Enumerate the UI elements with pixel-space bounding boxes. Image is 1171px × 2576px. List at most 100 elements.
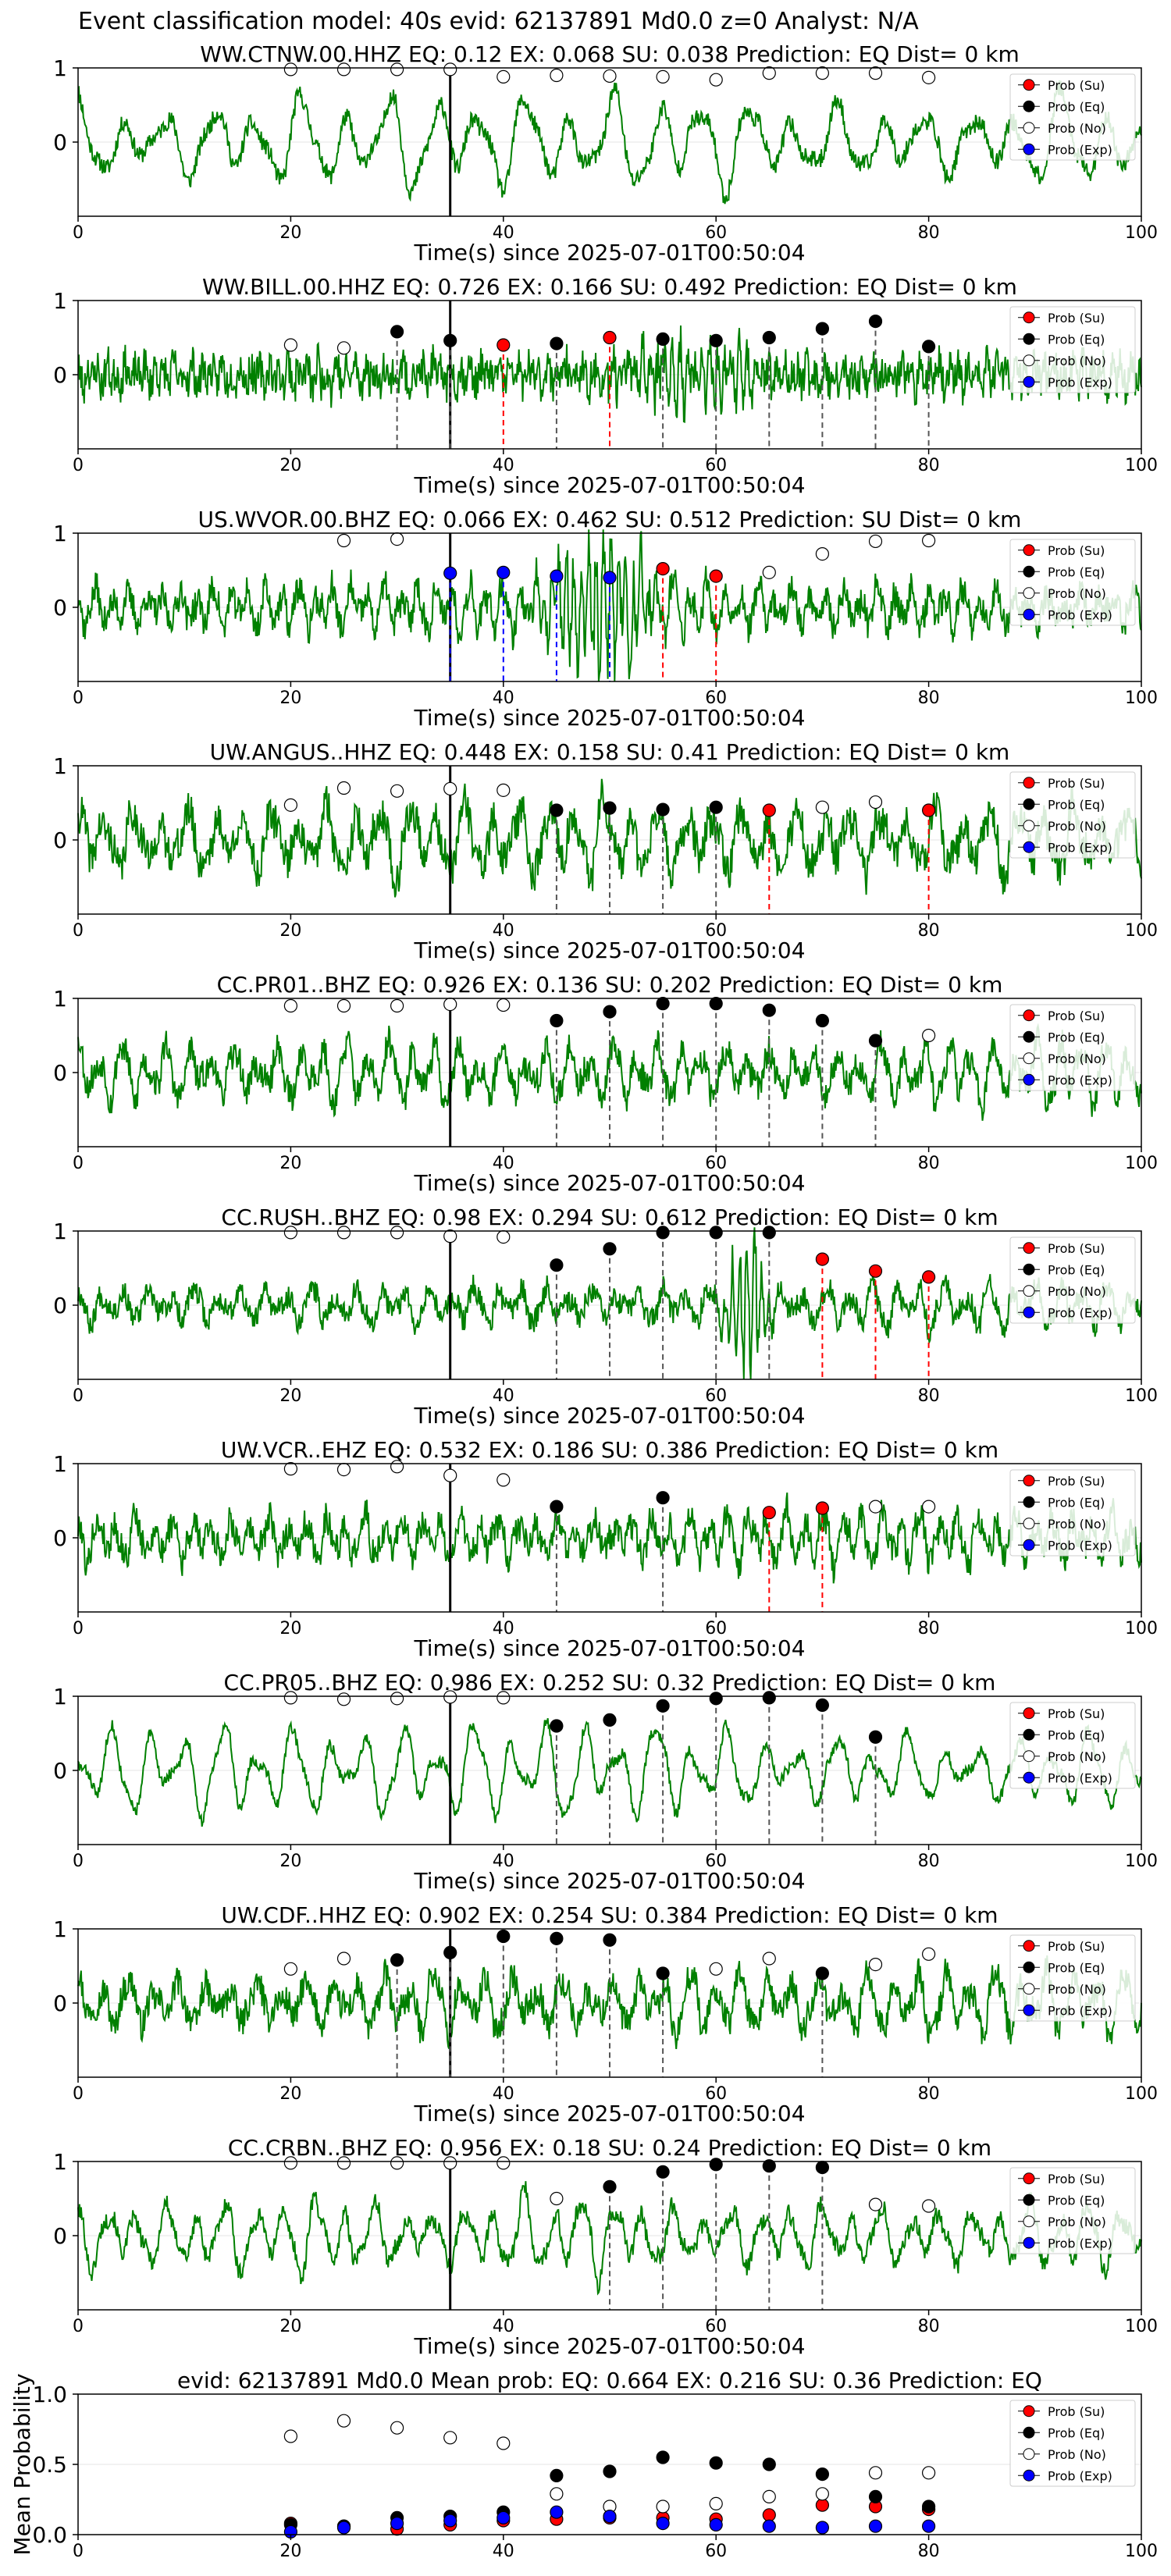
station-panel-8: CC.PR05..BHZ EQ: 0.986 EX: 0.252 SU: 0.3… — [53, 1670, 1158, 1894]
x-tick-label: 20 — [279, 1154, 301, 1173]
x-tick-label: 20 — [279, 1852, 301, 1871]
legend-box — [1009, 73, 1136, 161]
station-panel-1: WW.CTNW.00.HHZ EQ: 0.12 EX: 0.068 SU: 0.… — [53, 41, 1158, 265]
prob-point-eq — [603, 1005, 617, 1019]
legend-marker-exp — [1023, 2004, 1035, 2016]
mean-point-exp — [336, 2521, 351, 2535]
prob-point-no — [868, 66, 883, 80]
mean-point-no — [815, 2487, 830, 2501]
prob-point-eq — [656, 1226, 670, 1240]
station-panel-6: CC.RUSH..BHZ EQ: 0.98 EX: 0.294 SU: 0.61… — [53, 1204, 1158, 1429]
x-tick-label: 40 — [493, 1852, 514, 1871]
legend-label-no: Prob (No) — [1048, 586, 1106, 601]
prob-point-no — [283, 1226, 297, 1240]
legend-marker-su — [1023, 79, 1035, 91]
prob-point-no — [921, 533, 936, 548]
prob-point-eq — [390, 1953, 404, 1967]
legend-box — [1009, 1004, 1136, 1091]
prob-point-su — [497, 338, 511, 352]
prob-point-eq — [815, 1013, 830, 1028]
y-tick-label: 0.0 — [32, 2522, 67, 2548]
prob-point-no — [283, 998, 297, 1013]
prob-point-eq — [921, 340, 936, 354]
mean-point-exp — [815, 2521, 830, 2535]
prob-point-no — [443, 781, 457, 796]
prob-point-no — [497, 1691, 511, 1705]
x-axis-label: Time(s) since 2025-07-01T00:50:04 — [413, 1170, 805, 1196]
legend-box — [1009, 1934, 1136, 2022]
x-tick-label: 40 — [493, 2542, 514, 2561]
panel-title: UW.VCR..EHZ EQ: 0.532 EX: 0.186 SU: 0.38… — [221, 1437, 998, 1463]
x-tick-label: 20 — [279, 1619, 301, 1638]
x-tick-label: 60 — [705, 2317, 727, 2336]
mean-point-exp — [868, 2519, 883, 2533]
x-tick-label: 80 — [918, 688, 940, 708]
x-tick-label: 80 — [918, 2542, 940, 2561]
prob-point-no — [497, 2156, 511, 2170]
legend-label-eq: Prob (Eq) — [1048, 1960, 1105, 1975]
x-tick-label: 20 — [279, 223, 301, 243]
x-tick-label: 0 — [73, 1852, 84, 1871]
mean-point-exp — [390, 2517, 404, 2531]
prob-point-no — [336, 1692, 351, 1706]
mean-point-no — [336, 2414, 351, 2428]
legend-label-exp: Prob (Exp) — [1048, 1073, 1112, 1087]
legend-marker-su — [1023, 2172, 1035, 2185]
legend-box — [1009, 2167, 1136, 2254]
prob-point-eq — [443, 333, 457, 347]
legend-marker-exp — [1023, 2236, 1035, 2249]
prob-point-eq — [656, 1491, 670, 1505]
legend-marker-no — [1023, 1750, 1035, 1763]
legend-marker-no — [1023, 2448, 1035, 2460]
prob-point-eq — [550, 803, 564, 817]
prob-point-no — [815, 546, 830, 561]
y-tick-label: 1 — [53, 521, 67, 546]
legend-marker-su — [1023, 1242, 1035, 1254]
prob-point-no — [921, 1947, 936, 1961]
mean-point-su — [762, 2508, 776, 2522]
mean-point-no — [497, 2436, 511, 2450]
prob-point-eq — [603, 1933, 617, 1947]
panel-title: WW.CTNW.00.HHZ EQ: 0.12 EX: 0.068 SU: 0.… — [200, 41, 1020, 67]
prob-point-eq — [709, 800, 723, 814]
mean-point-exp — [497, 2510, 511, 2524]
prob-point-eq — [550, 336, 564, 350]
y-tick-label: 0 — [53, 1991, 67, 2016]
prob-point-no — [336, 781, 351, 795]
legend-label-exp: Prob (Exp) — [1048, 1305, 1112, 1320]
x-tick-label: 100 — [1125, 2317, 1158, 2336]
prob-point-exp — [497, 565, 511, 579]
x-tick-label: 80 — [918, 1386, 940, 1406]
waveform-trace — [77, 80, 1142, 205]
prob-point-eq — [550, 1931, 564, 1945]
prob-point-su — [921, 803, 936, 817]
x-tick-label: 60 — [705, 1386, 727, 1406]
legend-marker-su — [1023, 1009, 1035, 1022]
panel-title: CC.CRBN..BHZ EQ: 0.956 EX: 0.18 SU: 0.24… — [228, 2135, 991, 2161]
prob-point-eq — [815, 2161, 830, 2175]
x-tick-label: 0 — [73, 921, 84, 941]
station-panel-7: UW.VCR..EHZ EQ: 0.532 EX: 0.186 SU: 0.38… — [53, 1437, 1158, 1661]
prob-point-no — [868, 534, 883, 549]
station-panel-2: WW.BILL.00.HHZ EQ: 0.726 EX: 0.166 SU: 0… — [53, 274, 1158, 498]
prob-point-exp — [443, 566, 457, 580]
prob-point-no — [390, 532, 404, 546]
panel-title: CC.PR01..BHZ EQ: 0.926 EX: 0.136 SU: 0.2… — [217, 972, 1003, 998]
mean-point-no — [443, 2431, 457, 2445]
y-tick-label: 1 — [53, 1916, 67, 1942]
prob-point-no — [921, 70, 936, 84]
legend-marker-no — [1023, 1052, 1035, 1065]
x-axis-label: Time(s) since 2025-07-01T00:50:04 — [413, 472, 805, 498]
legend-label-eq: Prob (Eq) — [1048, 99, 1105, 114]
y-tick-label: 0 — [53, 1525, 67, 1551]
x-tick-label: 60 — [705, 1154, 727, 1173]
waveform-trace — [77, 1492, 1142, 1584]
prob-point-no — [868, 795, 883, 809]
mean-point-eq — [762, 2457, 776, 2471]
legend-label-su: Prob (Su) — [1048, 1009, 1105, 1023]
legend-marker-su — [1023, 1940, 1035, 1952]
y-tick-label: 1 — [53, 986, 67, 1012]
prob-point-eq — [868, 1730, 883, 1744]
prob-point-no — [283, 798, 297, 812]
prob-point-no — [390, 784, 404, 798]
